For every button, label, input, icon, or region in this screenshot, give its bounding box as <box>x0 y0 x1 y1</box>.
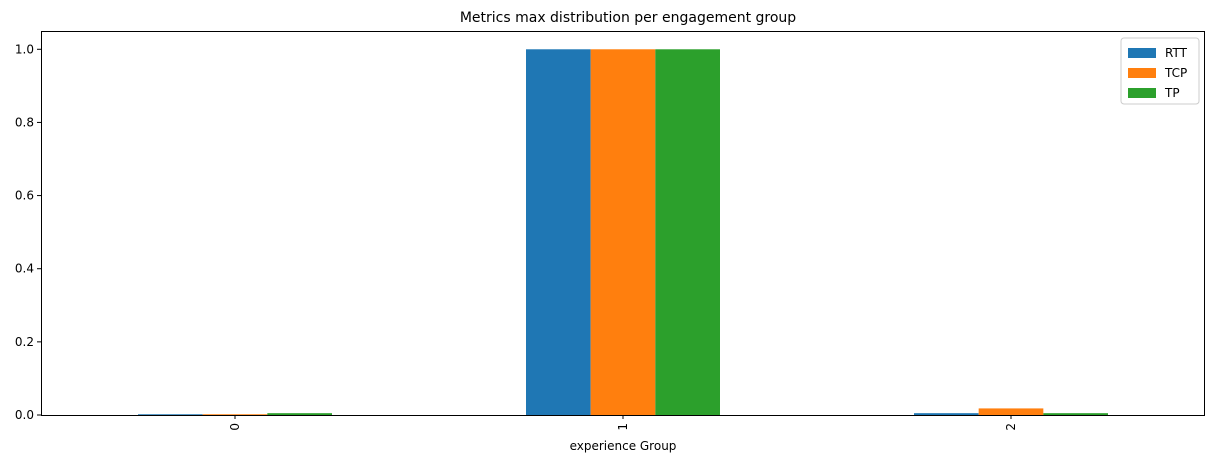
chart-title: Metrics max distribution per engagement … <box>460 10 796 26</box>
x-tick-label: 1 <box>616 423 630 431</box>
y-tick-label: 1.0 <box>15 42 34 56</box>
x-axis: 0 1 2 <box>228 415 1018 431</box>
bar-tp-group-0 <box>267 413 332 415</box>
legend-label-rtt: RTT <box>1165 46 1188 60</box>
legend-label-tcp: TCP <box>1164 66 1187 80</box>
y-tick-label: 0.2 <box>15 335 34 349</box>
y-tick-label: 0.6 <box>15 189 34 203</box>
bar-rtt-group-0 <box>138 414 203 415</box>
x-axis-label: experience Group <box>570 439 677 453</box>
bar-tcp-group-0 <box>202 414 268 415</box>
bar-tcp-group-2 <box>978 408 1044 415</box>
bar-tp-group-2 <box>1043 413 1108 415</box>
x-tick-label: 0 <box>228 423 242 431</box>
legend-swatch-tp <box>1128 88 1156 98</box>
bar-rtt-group-2 <box>914 413 979 415</box>
x-tick-label: 2 <box>1004 423 1018 431</box>
y-axis: 0.0 0.2 0.4 0.6 0.8 1.0 <box>15 42 41 422</box>
y-tick-label: 0.0 <box>15 408 34 422</box>
legend: RTT TCP TP <box>1120 37 1200 105</box>
legend-label-tp: TP <box>1164 86 1180 100</box>
bar-rtt-group-1 <box>526 49 591 416</box>
legend-swatch-rtt <box>1128 48 1156 58</box>
legend-swatch-tcp <box>1128 68 1156 78</box>
plot-frame <box>41 31 1205 416</box>
bars-group <box>138 49 1108 416</box>
bar-tcp-group-1 <box>590 49 656 416</box>
bar-tp-group-1 <box>655 49 720 416</box>
y-tick-label: 0.8 <box>15 115 34 129</box>
y-tick-label: 0.4 <box>15 262 34 276</box>
